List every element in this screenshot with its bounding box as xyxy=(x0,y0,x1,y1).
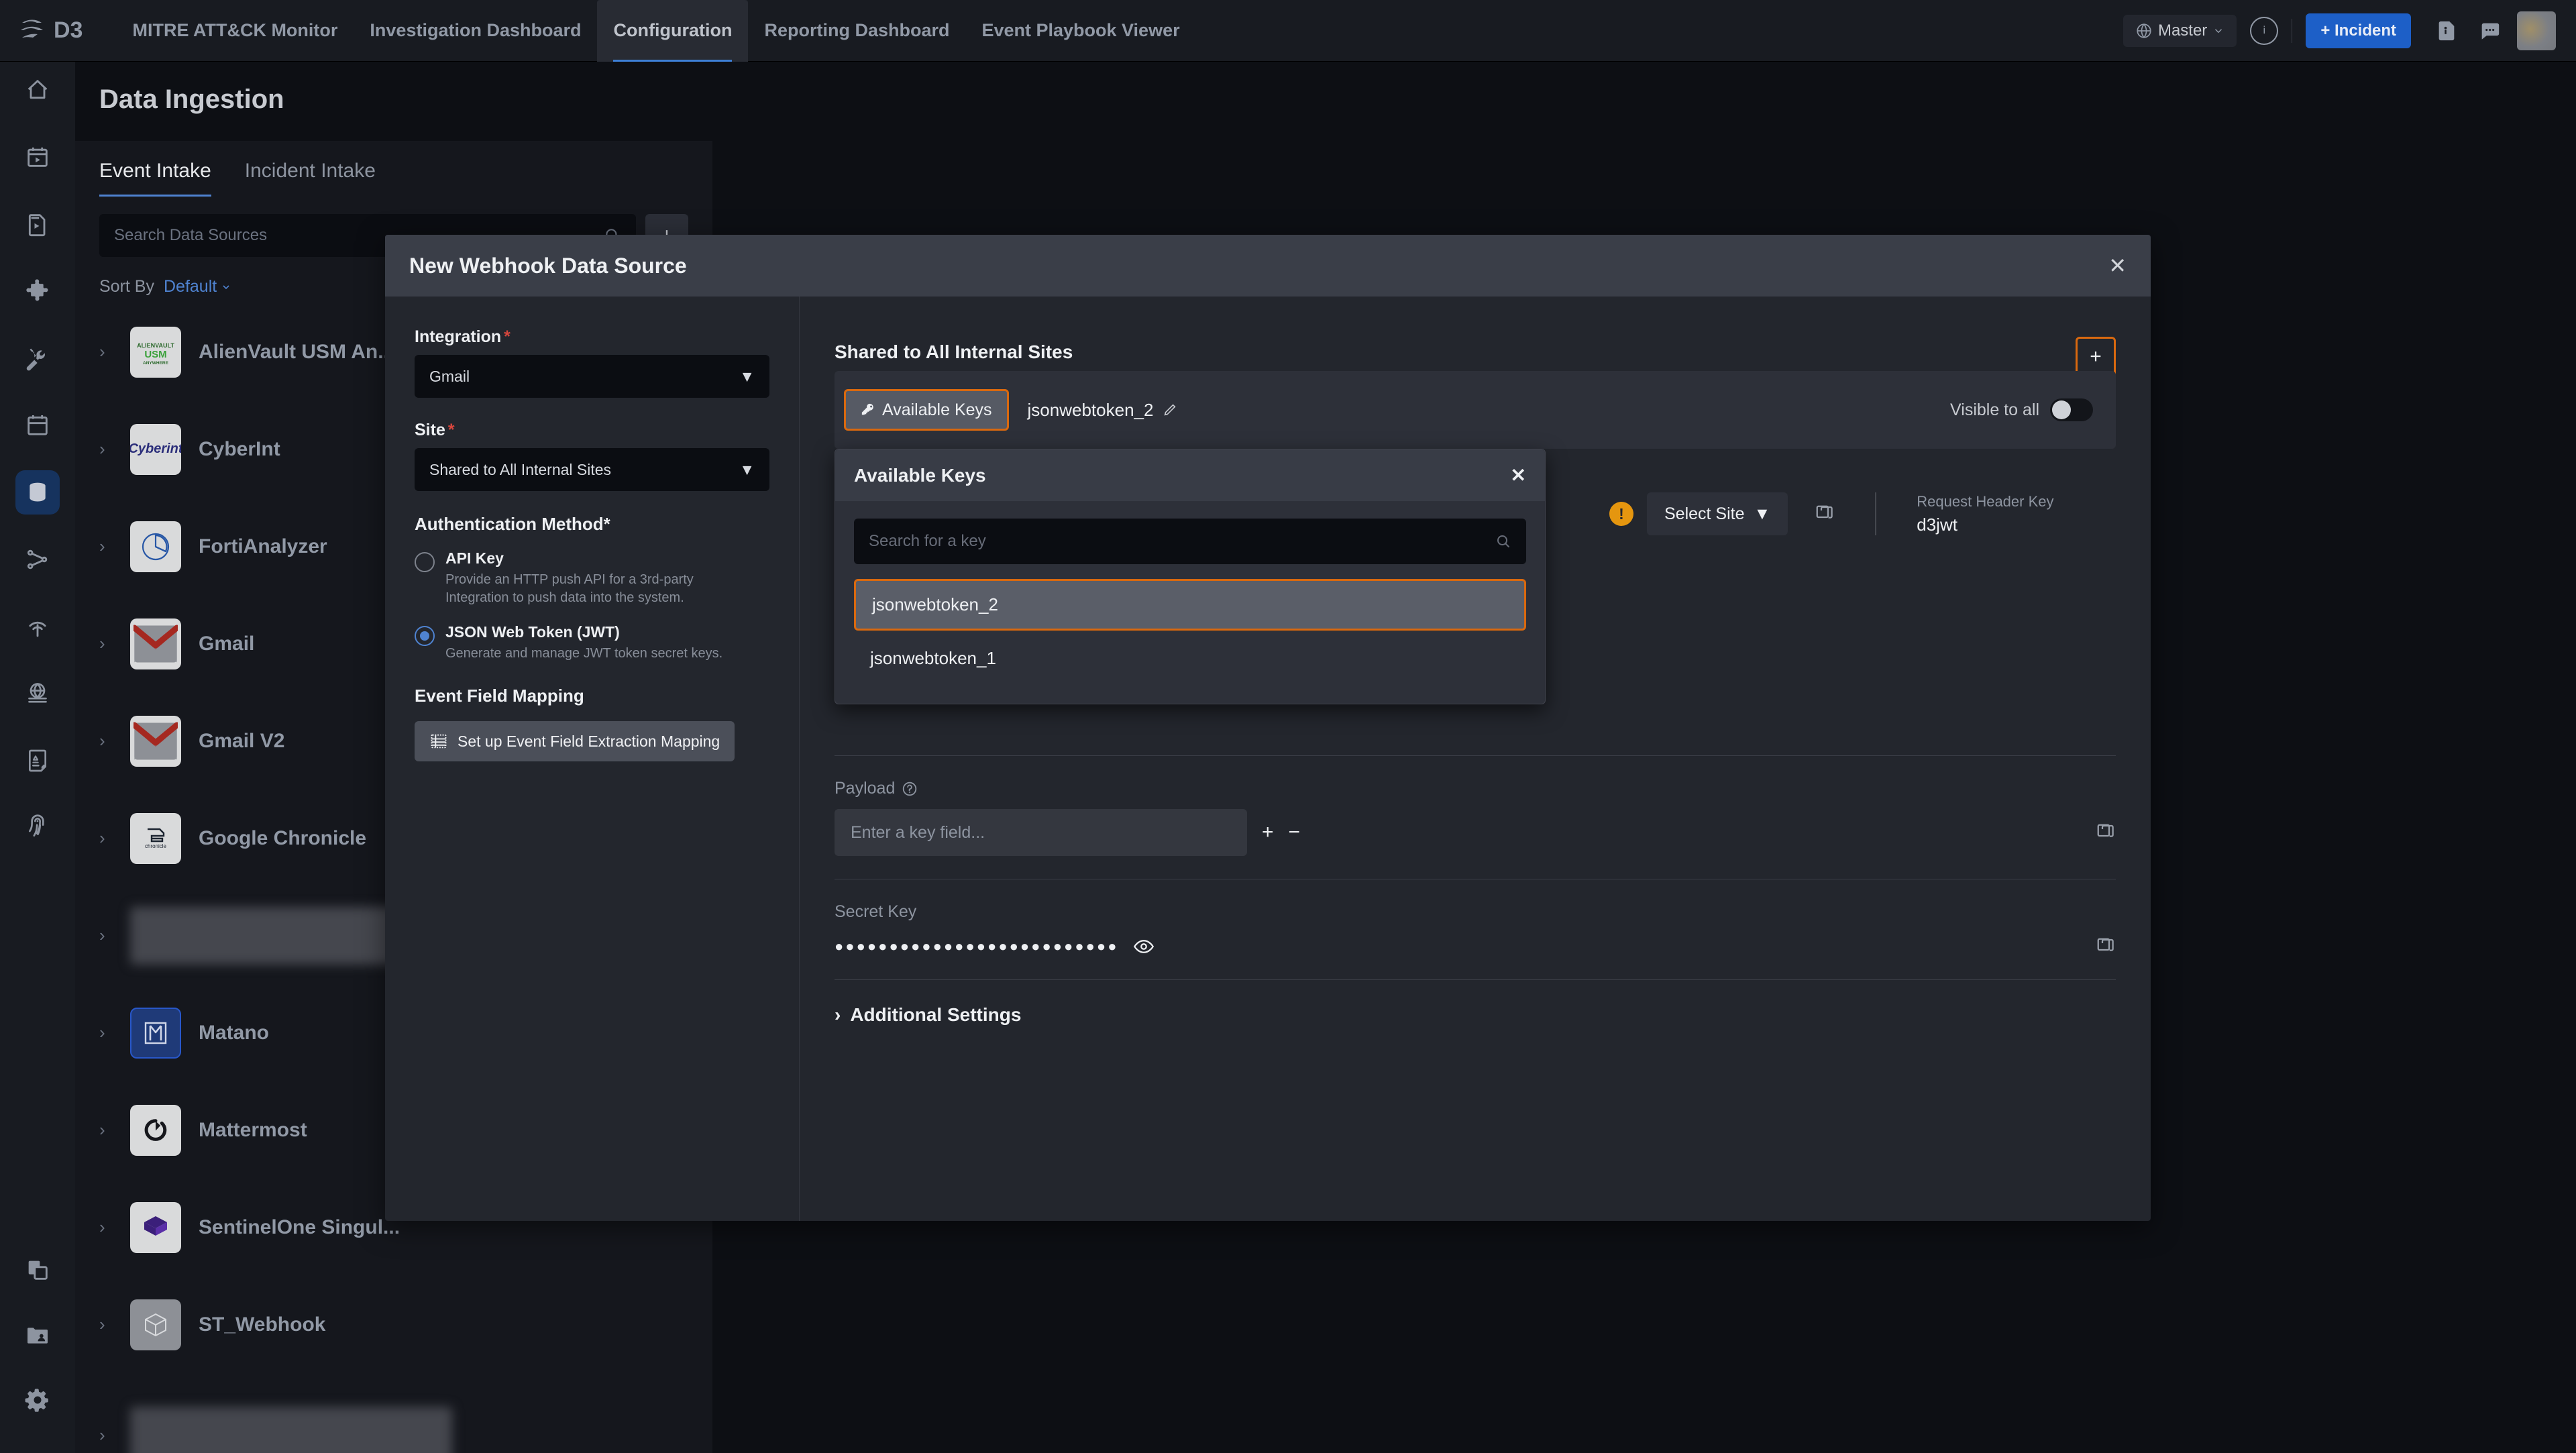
svg-text:chronicle: chronicle xyxy=(145,843,167,849)
svg-text:USM: USM xyxy=(144,349,166,360)
svg-text:ANYWHERE: ANYWHERE xyxy=(143,361,169,366)
svg-text:ALIENVAULT: ALIENVAULT xyxy=(137,342,174,349)
